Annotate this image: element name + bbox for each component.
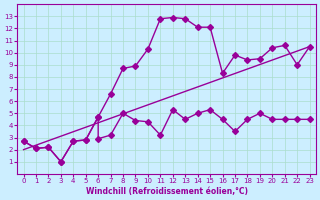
X-axis label: Windchill (Refroidissement éolien,°C): Windchill (Refroidissement éolien,°C) (85, 187, 248, 196)
